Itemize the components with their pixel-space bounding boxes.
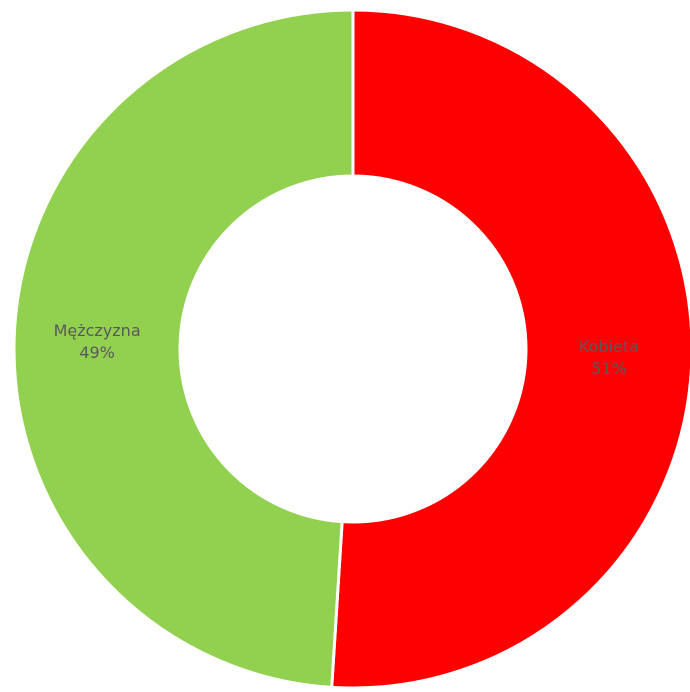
- data-label-percent: 51%: [591, 359, 627, 378]
- data-label-category: Mężczyzna: [54, 321, 141, 340]
- data-label-percent: 49%: [79, 343, 115, 362]
- data-label-category: Kobieta: [579, 337, 639, 356]
- donut-slice-mężczyzna: [12, 8, 355, 689]
- donut-slice-kobieta: [330, 8, 690, 690]
- data-label-mężczyzna: Mężczyzna 49%: [54, 321, 141, 362]
- data-label-kobieta: Kobieta 51%: [579, 337, 639, 378]
